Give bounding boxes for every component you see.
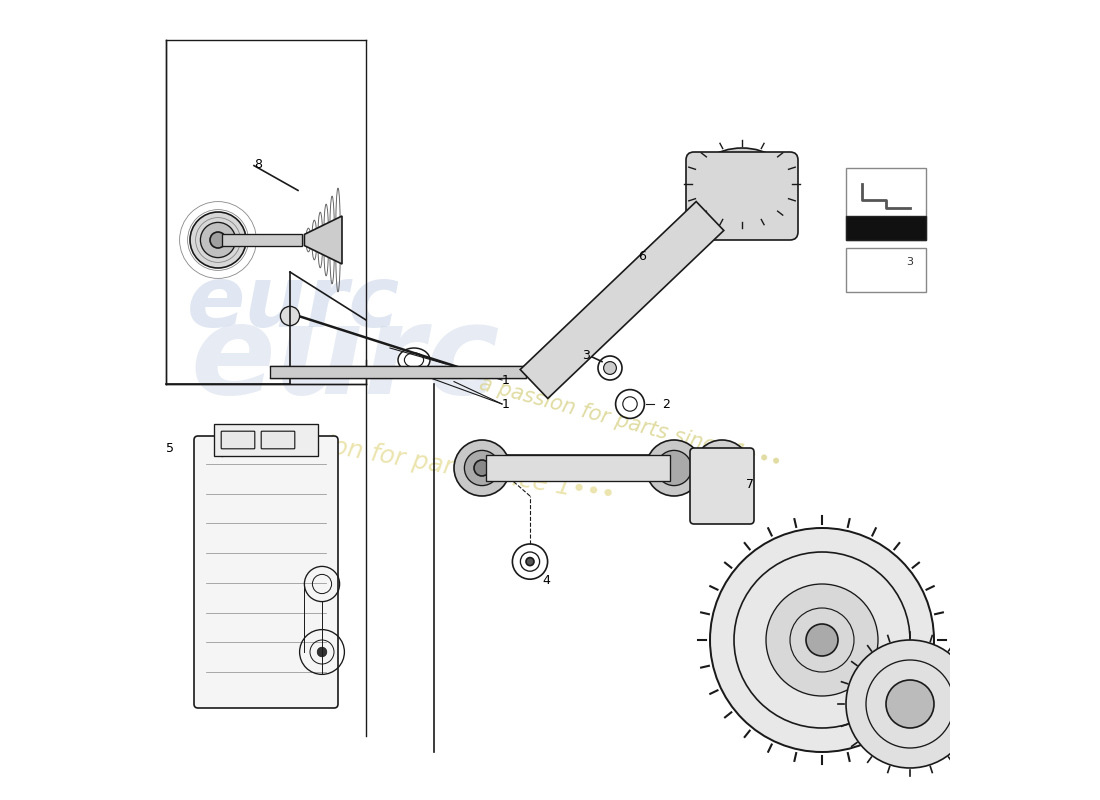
Bar xyxy=(222,234,302,246)
Text: eurc: eurc xyxy=(187,262,400,346)
Circle shape xyxy=(846,640,974,768)
Circle shape xyxy=(858,262,874,278)
Circle shape xyxy=(200,222,235,258)
Text: 6: 6 xyxy=(638,250,646,262)
FancyBboxPatch shape xyxy=(686,152,798,240)
Circle shape xyxy=(714,460,730,476)
Bar xyxy=(846,168,926,240)
Text: eurc: eurc xyxy=(190,299,499,421)
Ellipse shape xyxy=(454,440,510,496)
Ellipse shape xyxy=(694,148,790,220)
Text: 2: 2 xyxy=(662,398,670,410)
Text: 1: 1 xyxy=(502,374,510,386)
Circle shape xyxy=(210,232,225,248)
Circle shape xyxy=(886,680,934,728)
Text: 521 01: 521 01 xyxy=(865,223,907,233)
Text: 5: 5 xyxy=(166,442,174,454)
Text: 3: 3 xyxy=(582,350,590,362)
Ellipse shape xyxy=(464,450,499,486)
Text: a passion for parts since 1•••: a passion for parts since 1••• xyxy=(476,374,783,474)
Ellipse shape xyxy=(710,160,774,208)
Text: 4: 4 xyxy=(542,574,550,586)
FancyBboxPatch shape xyxy=(214,424,318,456)
Circle shape xyxy=(317,647,327,657)
Circle shape xyxy=(766,584,878,696)
Circle shape xyxy=(604,362,616,374)
Circle shape xyxy=(806,624,838,656)
Bar xyxy=(846,248,926,292)
Text: 8: 8 xyxy=(254,158,262,170)
Bar xyxy=(270,366,526,378)
FancyBboxPatch shape xyxy=(194,436,338,708)
Polygon shape xyxy=(520,202,724,398)
Text: 1: 1 xyxy=(502,398,510,410)
Circle shape xyxy=(474,460,490,476)
Bar xyxy=(846,216,926,240)
FancyBboxPatch shape xyxy=(690,448,754,524)
FancyBboxPatch shape xyxy=(221,431,255,449)
Ellipse shape xyxy=(280,306,299,326)
Polygon shape xyxy=(305,216,342,264)
Circle shape xyxy=(710,528,934,752)
Text: 3: 3 xyxy=(906,258,913,267)
Circle shape xyxy=(526,558,534,566)
Text: a passion for parts since 1•••: a passion for parts since 1••• xyxy=(243,420,616,508)
Text: 7: 7 xyxy=(746,478,754,490)
Circle shape xyxy=(190,212,246,268)
Bar xyxy=(486,455,670,481)
Circle shape xyxy=(704,450,739,486)
Circle shape xyxy=(694,440,750,496)
Ellipse shape xyxy=(657,450,692,486)
Ellipse shape xyxy=(646,440,702,496)
FancyBboxPatch shape xyxy=(261,431,295,449)
